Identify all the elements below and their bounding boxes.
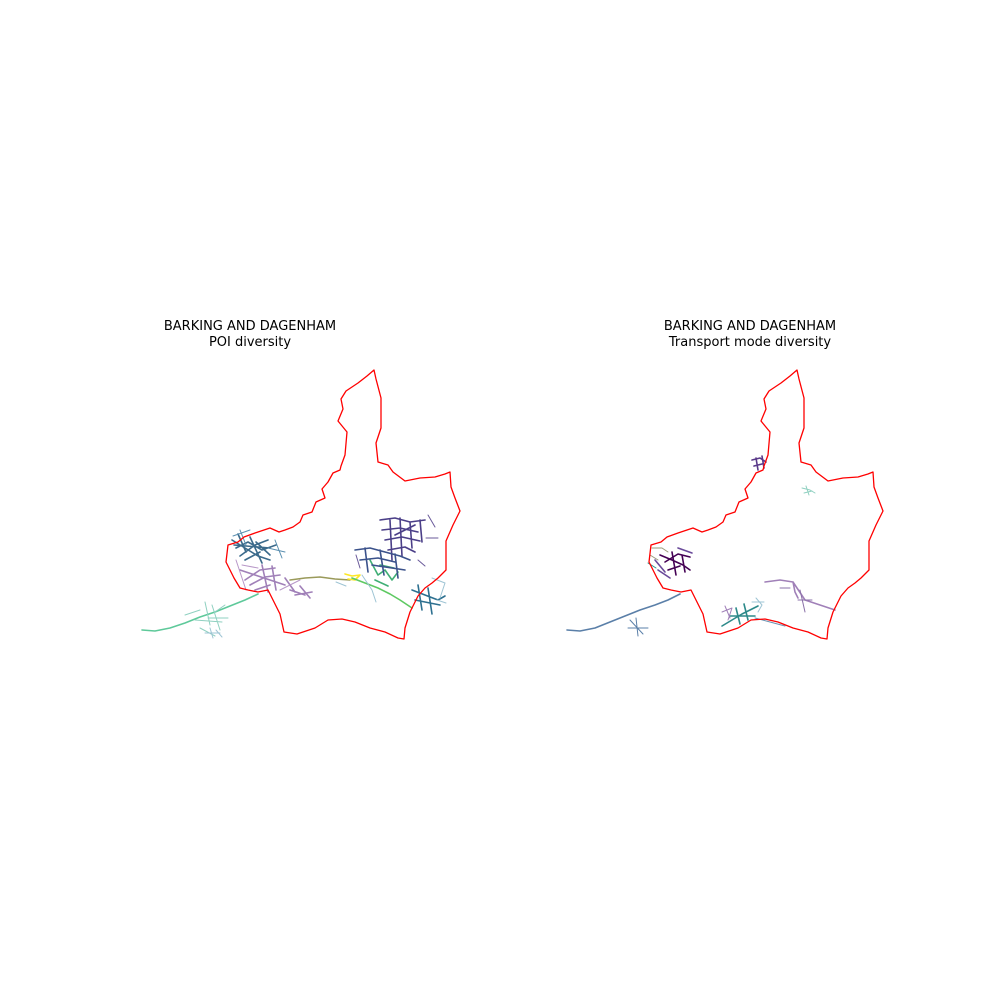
road-segment <box>751 597 765 613</box>
road-segment <box>289 576 351 581</box>
road-segment <box>204 627 223 639</box>
road-segment <box>649 547 669 561</box>
road-segment <box>721 605 733 621</box>
road-segment <box>235 559 301 591</box>
road-segment <box>344 573 361 581</box>
road-segment <box>351 577 413 609</box>
road-segment <box>751 455 767 471</box>
road-segment <box>654 547 693 579</box>
street-network <box>141 514 447 639</box>
road-segment <box>659 551 691 576</box>
street-network <box>566 455 836 637</box>
road-segment <box>239 564 313 599</box>
map-subtitle: Transport mode diversity <box>668 335 832 350</box>
road-segment <box>355 514 439 569</box>
road-segment <box>721 603 759 627</box>
panel-title: BARKING AND DAGENHAM POI diversity <box>0 319 500 351</box>
borough-boundary <box>648 369 884 640</box>
map-panel-transport-mode-diversity: BARKING AND DAGENHAM Transport mode dive… <box>500 0 1000 1000</box>
road-segment <box>627 617 649 637</box>
map-subtitle: POI diversity <box>208 335 292 350</box>
road-segment <box>141 593 259 632</box>
road-segment <box>801 485 816 496</box>
borough-boundary <box>225 369 461 640</box>
borough-map <box>566 369 884 640</box>
road-segment <box>231 533 277 564</box>
road-segment <box>411 584 446 615</box>
borough-name: BARKING AND DAGENHAM <box>663 319 837 334</box>
road-segment <box>379 517 426 561</box>
borough-name: BARKING AND DAGENHAM <box>163 319 337 334</box>
map-panel-poi-diversity: BARKING AND DAGENHAM POI diversity <box>0 319 500 640</box>
road-segment <box>566 593 681 632</box>
road-segment <box>184 601 229 637</box>
borough-map <box>141 369 461 640</box>
road-segment <box>354 547 411 579</box>
road-segment <box>764 579 836 611</box>
panel-title: BARKING AND DAGENHAM Transport mode dive… <box>500 319 1000 351</box>
road-segment <box>335 574 447 604</box>
road-segment <box>779 587 813 613</box>
